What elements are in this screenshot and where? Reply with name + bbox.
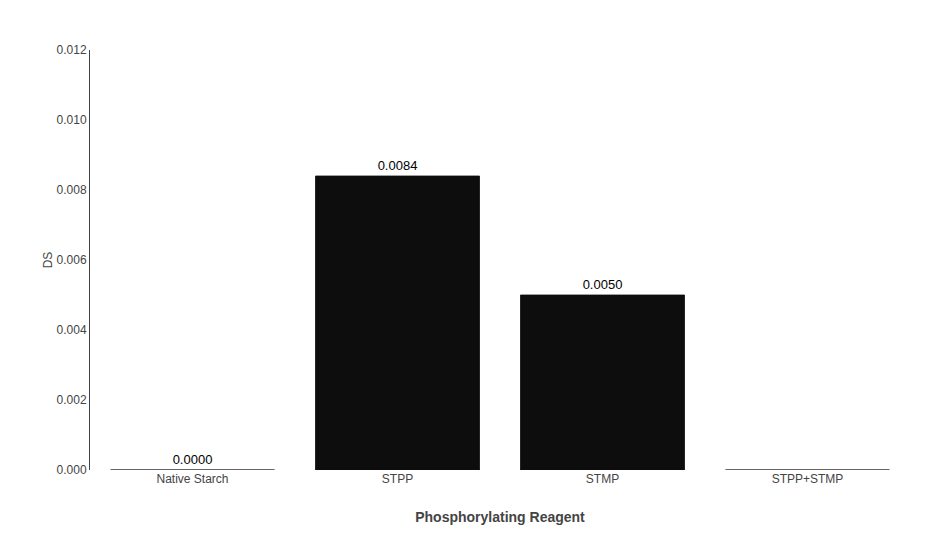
svg-text:0.0000: 0.0000 — [173, 452, 213, 467]
svg-text:DS: DS — [41, 252, 55, 269]
svg-text:STPP: STPP — [382, 472, 413, 486]
svg-text:0.008: 0.008 — [57, 183, 87, 197]
svg-text:0.0084: 0.0084 — [378, 158, 418, 173]
svg-text:0.000: 0.000 — [57, 463, 87, 477]
svg-text:0.004: 0.004 — [57, 323, 87, 337]
svg-text:0.002: 0.002 — [57, 393, 87, 407]
svg-text:Native Starch: Native Starch — [156, 472, 228, 486]
svg-text:0.010: 0.010 — [57, 113, 87, 127]
svg-text:0.012: 0.012 — [57, 43, 87, 57]
svg-text:0.0050: 0.0050 — [583, 277, 623, 292]
svg-text:0.006: 0.006 — [57, 253, 87, 267]
svg-text:STPP+STMP: STPP+STMP — [772, 472, 844, 486]
svg-text:Phosphorylating Reagent: Phosphorylating Reagent — [415, 509, 585, 525]
svg-text:STMP: STMP — [586, 472, 619, 486]
